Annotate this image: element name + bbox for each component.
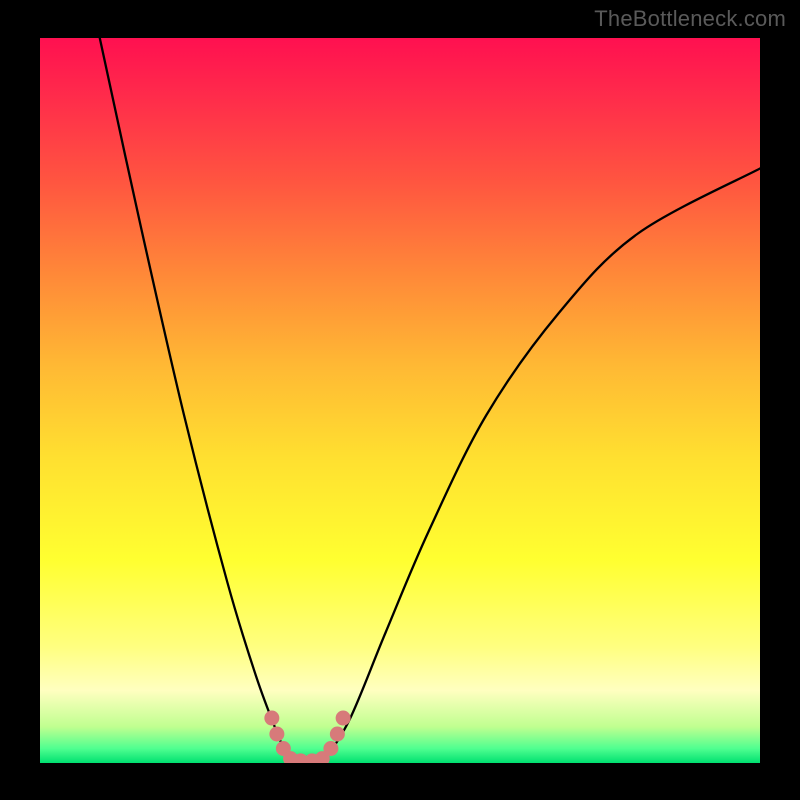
valley-dots <box>264 711 350 763</box>
valley-dot <box>330 727 345 742</box>
watermark-text: TheBottleneck.com <box>594 6 786 32</box>
valley-dot <box>264 711 279 726</box>
chart-container: TheBottleneck.com <box>0 0 800 800</box>
plot-area <box>40 38 760 763</box>
valley-dot <box>269 727 284 742</box>
valley-dot <box>323 741 338 756</box>
chart-svg <box>40 38 760 763</box>
bottleneck-curve <box>100 38 760 763</box>
valley-dot <box>336 711 351 726</box>
